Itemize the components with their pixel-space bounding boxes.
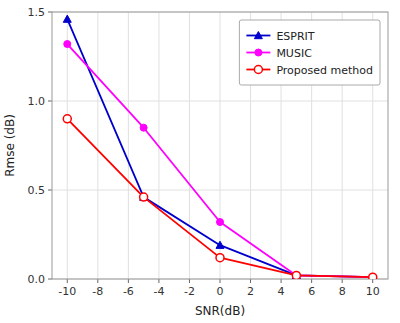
axes: -10 -8 -6 -4 -2 0 2 4 6 8 10 0.0 0.5 1.0 1.5 [28,6,389,298]
point [216,254,224,262]
point [369,273,377,279]
x-tick-label: -6 [123,285,134,298]
x-tick-label: 4 [278,285,285,298]
legend-label: Proposed method [276,64,373,77]
point [216,241,224,248]
point [369,274,376,279]
point [140,124,147,131]
point [292,271,300,279]
series [63,115,376,279]
x-tick [97,279,98,283]
legend-marker [254,66,262,74]
legend-label: ESPRIT [276,30,314,43]
x-tick [67,279,68,283]
x-tick-label: -4 [153,285,164,298]
x-tick [250,279,251,283]
y-tick-label: 0.5 [28,184,46,197]
point [140,193,148,200]
y-tick [48,190,52,191]
x-grid-line [67,12,68,279]
x-grid-line [189,12,190,279]
x-grid-line [220,12,221,279]
x-grid-line [128,12,129,279]
point [217,219,224,226]
x-tick [158,279,159,283]
y-tick [48,101,52,102]
y-tick [48,12,52,13]
y-tick [48,279,52,280]
x-tick-label: -10 [58,285,76,298]
y-tick-label: 0.0 [28,273,46,286]
legend-marker [255,49,262,56]
y-grid-line [52,190,388,191]
x-grid-line [97,12,98,279]
grid [52,12,388,279]
point [140,193,148,201]
x-tick-label: 6 [308,285,315,298]
x-tick-label: -8 [92,285,103,298]
point [63,115,71,123]
chart: -10 -8 -6 -4 -2 0 2 4 6 8 10 0.0 0.5 1.0 1.5 SNR(dB) Rms… [0,0,400,323]
x-tick [189,279,190,283]
x-tick-label: 8 [339,285,346,298]
x-tick-label: -2 [184,285,195,298]
legend-item: Proposed method [246,64,373,77]
x-tick [311,279,312,283]
x-tick [372,279,373,283]
point [293,272,300,279]
x-tick [342,279,343,283]
series-line [67,119,372,277]
point [64,41,71,48]
point [369,273,377,279]
y-axis-label: Rmse (dB) [3,114,17,177]
y-tick-label: 1.0 [28,95,46,108]
x-tick [220,279,221,283]
x-tick-label: 0 [217,285,224,298]
legend-box [239,20,380,85]
y-tick-label: 1.5 [28,6,46,19]
legend-marker [254,32,262,39]
plot-frame [52,12,388,279]
legend-item: ESPRIT [246,30,314,43]
series [64,41,376,279]
x-tick-label: 2 [247,285,254,298]
x-tick [128,279,129,283]
x-tick [281,279,282,283]
point [292,271,300,278]
legend-label: MUSIC [276,47,312,60]
point [63,15,71,22]
legend: ESPRIT MUSIC Proposed method [239,20,380,85]
x-tick-label: 10 [366,285,380,298]
legend-item: MUSIC [246,47,312,60]
x-axis-label: SNR(dB) [195,304,245,318]
